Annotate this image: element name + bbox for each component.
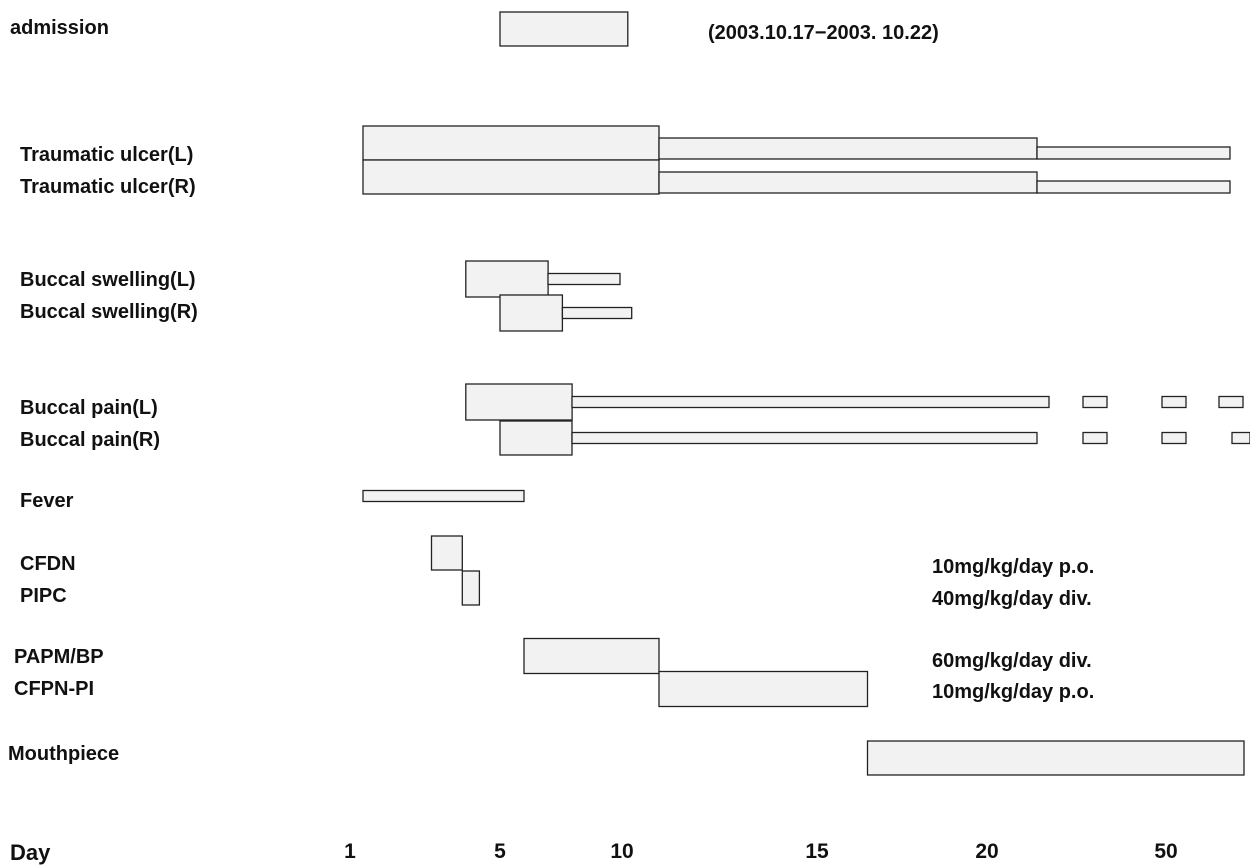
dose-annotation-1: 40mg/kg/day div. bbox=[932, 588, 1092, 610]
bar-buccal-pain-l-0 bbox=[465, 383, 573, 421]
x-tick-label-5: 5 bbox=[494, 840, 506, 863]
bar-buccal-swelling-l-0 bbox=[465, 260, 549, 298]
dose-annotation-2: 60mg/kg/day div. bbox=[932, 650, 1092, 672]
bar-buccal-pain-l-1 bbox=[571, 395, 1050, 409]
row-label-pipc: PIPC bbox=[20, 585, 67, 607]
bar-buccal-swelling-r-0 bbox=[499, 294, 564, 332]
bar-mouthpiece-0 bbox=[866, 740, 1245, 776]
admission-period-label: (2003.10.17−2003. 10.22) bbox=[708, 22, 939, 44]
x-tick-label-50: 50 bbox=[1154, 840, 1177, 863]
row-label-cfpn-pi: CFPN-PI bbox=[14, 678, 94, 700]
bar-papm-bp-0 bbox=[523, 637, 660, 675]
bar-buccal-pain-l-2 bbox=[1082, 395, 1108, 409]
x-axis-label: Day bbox=[10, 840, 51, 865]
row-label-buccal-swelling-r: Buccal swelling(R) bbox=[20, 301, 198, 323]
bar-fever-0 bbox=[362, 489, 525, 503]
bar-traumatic-ulcer-r-0 bbox=[362, 159, 660, 195]
bar-buccal-swelling-r-1 bbox=[561, 306, 633, 320]
dose-annotation-3: 10mg/kg/day p.o. bbox=[932, 681, 1094, 703]
row-label-admission: admission bbox=[10, 17, 109, 39]
row-label-buccal-pain-r: Buccal pain(R) bbox=[20, 429, 160, 451]
bar-buccal-swelling-l-1 bbox=[547, 272, 621, 286]
bar-traumatic-ulcer-r-2 bbox=[1036, 180, 1231, 194]
x-tick-label-15: 15 bbox=[805, 840, 829, 863]
x-tick-label-20: 20 bbox=[975, 840, 998, 863]
bar-traumatic-ulcer-l-1 bbox=[658, 137, 1038, 160]
bar-buccal-pain-r-0 bbox=[499, 420, 573, 456]
bar-traumatic-ulcer-l-2 bbox=[1036, 146, 1231, 160]
x-tick-label-1: 1 bbox=[344, 840, 356, 863]
labels-layer: admission Traumatic ulcer(L) Traumatic ulc… bbox=[8, 17, 1178, 865]
bar-buccal-pain-r-3 bbox=[1161, 431, 1187, 445]
bar-traumatic-ulcer-l-0 bbox=[362, 125, 660, 161]
bar-cfpn-pi-0 bbox=[658, 670, 869, 708]
row-label-traumatic-ulcer-r: Traumatic ulcer(R) bbox=[20, 176, 196, 198]
bar-buccal-pain-l-4 bbox=[1218, 395, 1244, 409]
bar-buccal-pain-r-4 bbox=[1231, 431, 1250, 445]
row-label-papm-bp: PAPM/BP bbox=[14, 646, 104, 668]
row-label-traumatic-ulcer-l: Traumatic ulcer(L) bbox=[20, 144, 193, 166]
row-label-buccal-swelling-l: Buccal swelling(L) bbox=[20, 269, 196, 291]
row-label-buccal-pain-l: Buccal pain(L) bbox=[20, 397, 158, 419]
bar-buccal-pain-r-1 bbox=[571, 431, 1038, 445]
x-tick-label-10: 10 bbox=[610, 840, 633, 863]
row-label-cfdn: CFDN bbox=[20, 553, 76, 575]
bar-buccal-pain-r-2 bbox=[1082, 431, 1108, 445]
bar-pipc-0 bbox=[461, 570, 481, 606]
bars-layer bbox=[362, 11, 1250, 776]
dose-annotation-0: 10mg/kg/day p.o. bbox=[932, 556, 1094, 578]
bar-traumatic-ulcer-r-1 bbox=[658, 171, 1038, 194]
bar-buccal-pain-l-3 bbox=[1161, 395, 1187, 409]
row-label-fever: Fever bbox=[20, 490, 74, 512]
row-label-mouthpiece: Mouthpiece bbox=[8, 743, 119, 765]
bar-admission-0 bbox=[499, 11, 629, 47]
bar-cfdn-0 bbox=[430, 535, 463, 571]
